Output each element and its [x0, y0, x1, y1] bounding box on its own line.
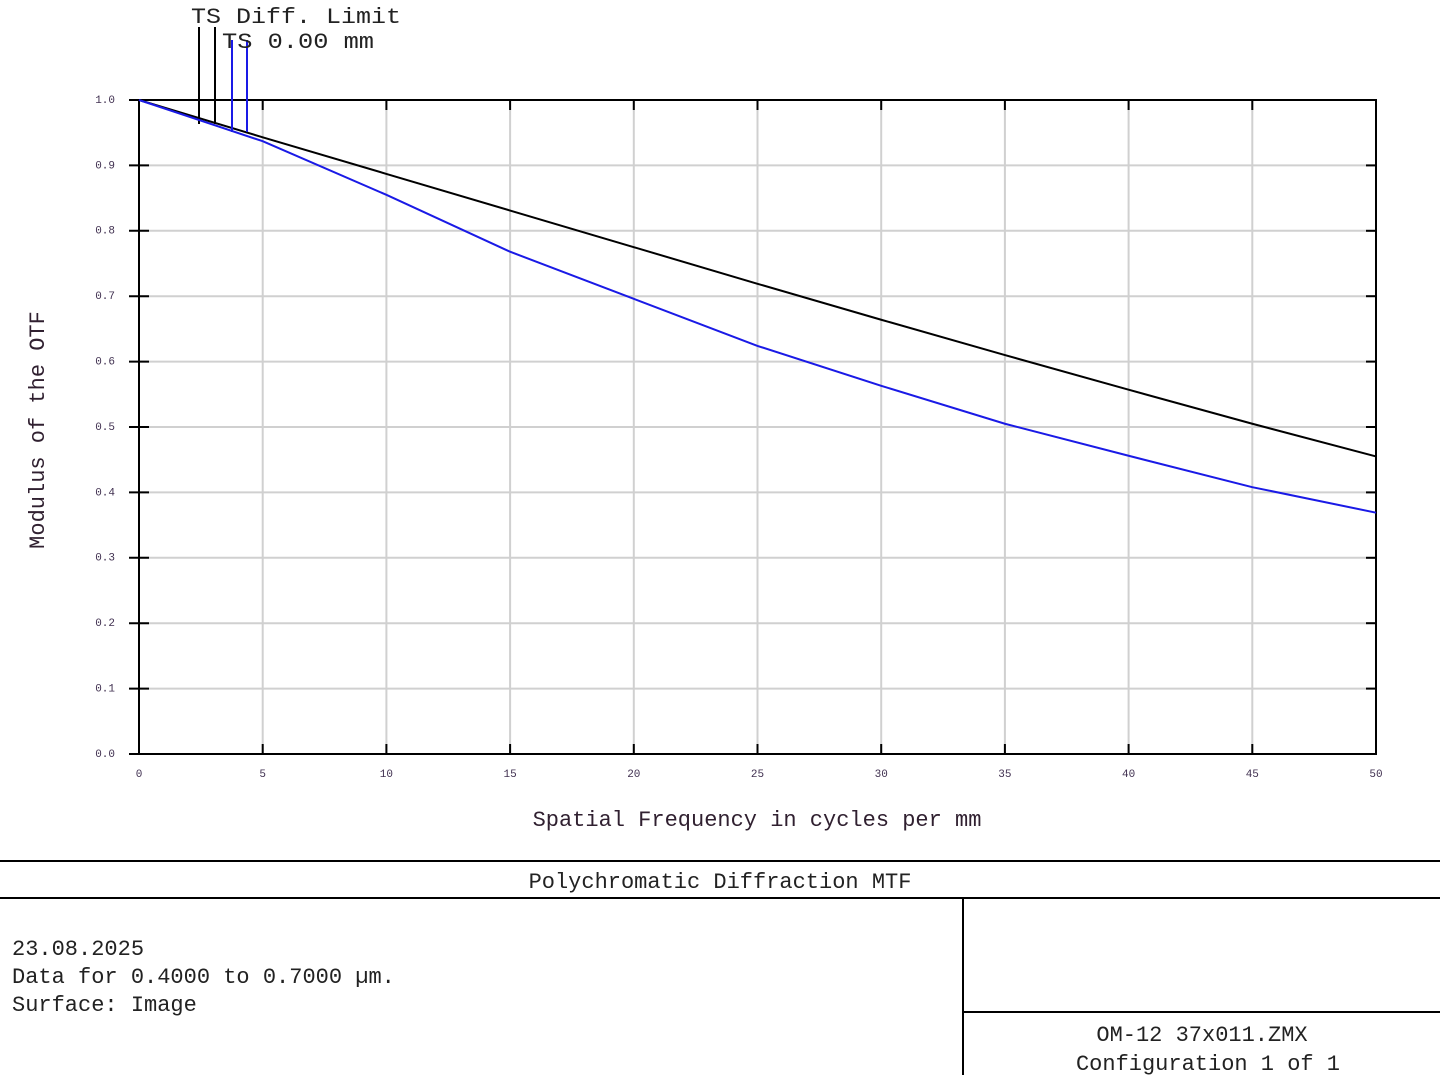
y-tick-label: 0.5 [95, 422, 115, 434]
series-line [138, 99, 1377, 458]
plot-frame [138, 99, 1377, 755]
x-tick-label: 40 [1122, 769, 1135, 781]
y-tick-label: 0.1 [95, 684, 115, 696]
x-tick-label: 25 [751, 769, 764, 781]
x-tick-label: 50 [1369, 769, 1382, 781]
legend-label: TS Diff. Limit [191, 5, 401, 30]
x-tick-label: 10 [380, 769, 393, 781]
y-axis-label: Modulus of the OTF [26, 311, 51, 549]
y-tick-label: 0.2 [95, 618, 115, 630]
x-tick-label: 5 [259, 769, 266, 781]
y-tick-label: 0.4 [95, 487, 115, 499]
x-tick-label: 20 [627, 769, 640, 781]
x-tick-label: 30 [875, 769, 888, 781]
y-tick-label: 0.6 [95, 357, 115, 369]
x-axis-label: Spatial Frequency in cycles per mm [533, 808, 982, 833]
y-tick-label: 0.7 [95, 291, 115, 303]
y-tick-label: 1.0 [95, 95, 115, 107]
footer-info: Data for 0.4000 to 0.7000 µm. [12, 965, 395, 990]
x-tick-label: 35 [998, 769, 1011, 781]
y-tick-label: 0.3 [95, 553, 115, 565]
x-tick-label: 15 [503, 769, 516, 781]
footer-title: Polychromatic Diffraction MTF [529, 870, 912, 895]
x-tick-label: 45 [1246, 769, 1259, 781]
footer-info: 23.08.2025 [12, 937, 144, 962]
y-tick-label: 0.9 [95, 160, 115, 172]
series-line [138, 99, 1377, 514]
footer-config: Configuration 1 of 1 [1076, 1052, 1340, 1075]
x-tick-label: 0 [136, 769, 143, 781]
footer-file: OM-12 37x011.ZMX [1096, 1023, 1307, 1048]
y-tick-label: 0.8 [95, 226, 115, 238]
y-tick-label: 0.0 [95, 749, 115, 761]
footer-info: Surface: Image [12, 993, 197, 1018]
legend-label: TS 0.00 mm [222, 30, 374, 55]
